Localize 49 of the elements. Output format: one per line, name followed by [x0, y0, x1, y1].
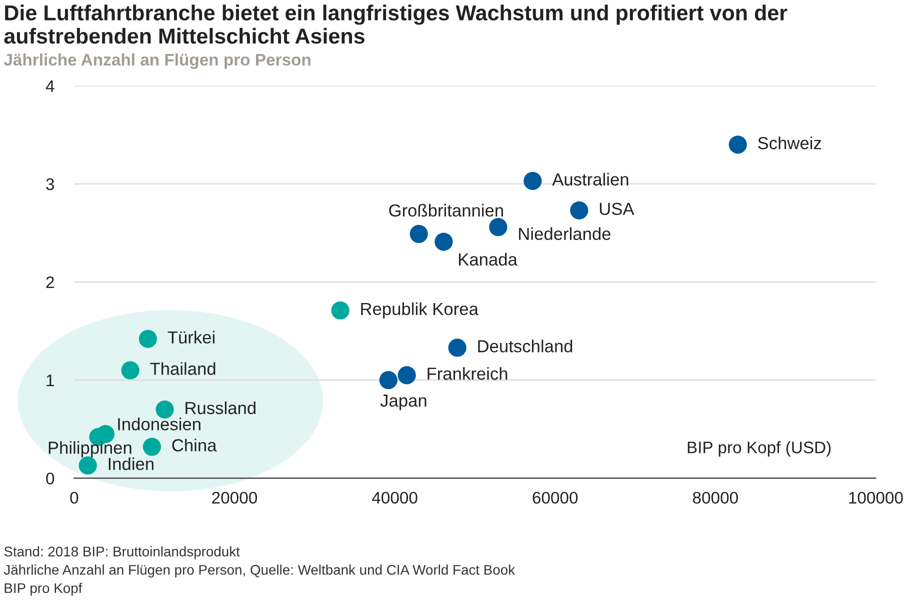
- annotation: Schweiz: [758, 136, 822, 150]
- point: [524, 172, 542, 190]
- point: [570, 201, 588, 220]
- y-axis-title: Jährliche Anzahl an Flügen pro Person: [4, 53, 310, 69]
- text: Jährliche Anzahl an Flügen pro Person, Quelle: Weltbank und CIA World Fact Book: [4, 564, 516, 578]
- annotation: Australien: [552, 172, 628, 186]
- annotation: Indien: [108, 457, 154, 470]
- point: [398, 366, 416, 384]
- point: [78, 456, 97, 474]
- annotation: Indonesien: [118, 418, 200, 430]
- point: [379, 371, 398, 390]
- y-tick-label: 2: [46, 276, 54, 288]
- point: [410, 224, 428, 243]
- y-tick-label: 3: [46, 178, 54, 190]
- x-tick-label: 60000: [532, 492, 578, 504]
- y-tick-label: 1: [46, 374, 54, 386]
- text: Stand: 2018 BIP: Bruttoinlandsprodukt: [4, 546, 240, 560]
- annotation: USA: [600, 202, 634, 216]
- point: [156, 400, 174, 419]
- y-tick-label: 4: [46, 80, 54, 92]
- x-tick-label: 40000: [372, 492, 418, 504]
- x-tick-label: 0: [70, 492, 78, 504]
- annotation: China: [172, 438, 217, 452]
- annotation: Russland: [186, 401, 256, 414]
- annotation: Niederlande: [519, 227, 610, 240]
- annotation: Deutschland: [478, 340, 572, 352]
- annotation: Großbritannien: [389, 204, 503, 217]
- point: [121, 361, 140, 380]
- annotation: Republik Korea: [361, 302, 478, 319]
- x-tick-label: 80000: [692, 492, 738, 504]
- x-tick-label: 100000: [849, 492, 903, 504]
- point: [138, 330, 157, 348]
- annotation: Türkei: [168, 330, 214, 344]
- point: [448, 338, 466, 357]
- point: [331, 301, 350, 320]
- annotation: Kanada: [459, 252, 518, 266]
- annotation: Frankreich: [428, 367, 508, 380]
- chart-title: Die Luftfahrtbranche bietet ein langfristiges Wachstum und profitiert von der aufstrebenden Mittelschicht Asiens: [4, 4, 788, 44]
- point: [142, 438, 161, 456]
- annotation: Philippinen: [48, 441, 132, 458]
- y-tick-label: 0: [46, 472, 54, 484]
- annotation: Thailand: [150, 362, 216, 375]
- point: [489, 218, 508, 236]
- x-axis-title: BIP pro Kopf (USD): [688, 441, 831, 457]
- x-tick-label: 20000: [212, 492, 258, 504]
- text: BIP pro Kopf: [4, 582, 82, 596]
- point: [434, 232, 453, 251]
- annotation: Japan: [380, 394, 426, 410]
- point: [728, 136, 747, 154]
